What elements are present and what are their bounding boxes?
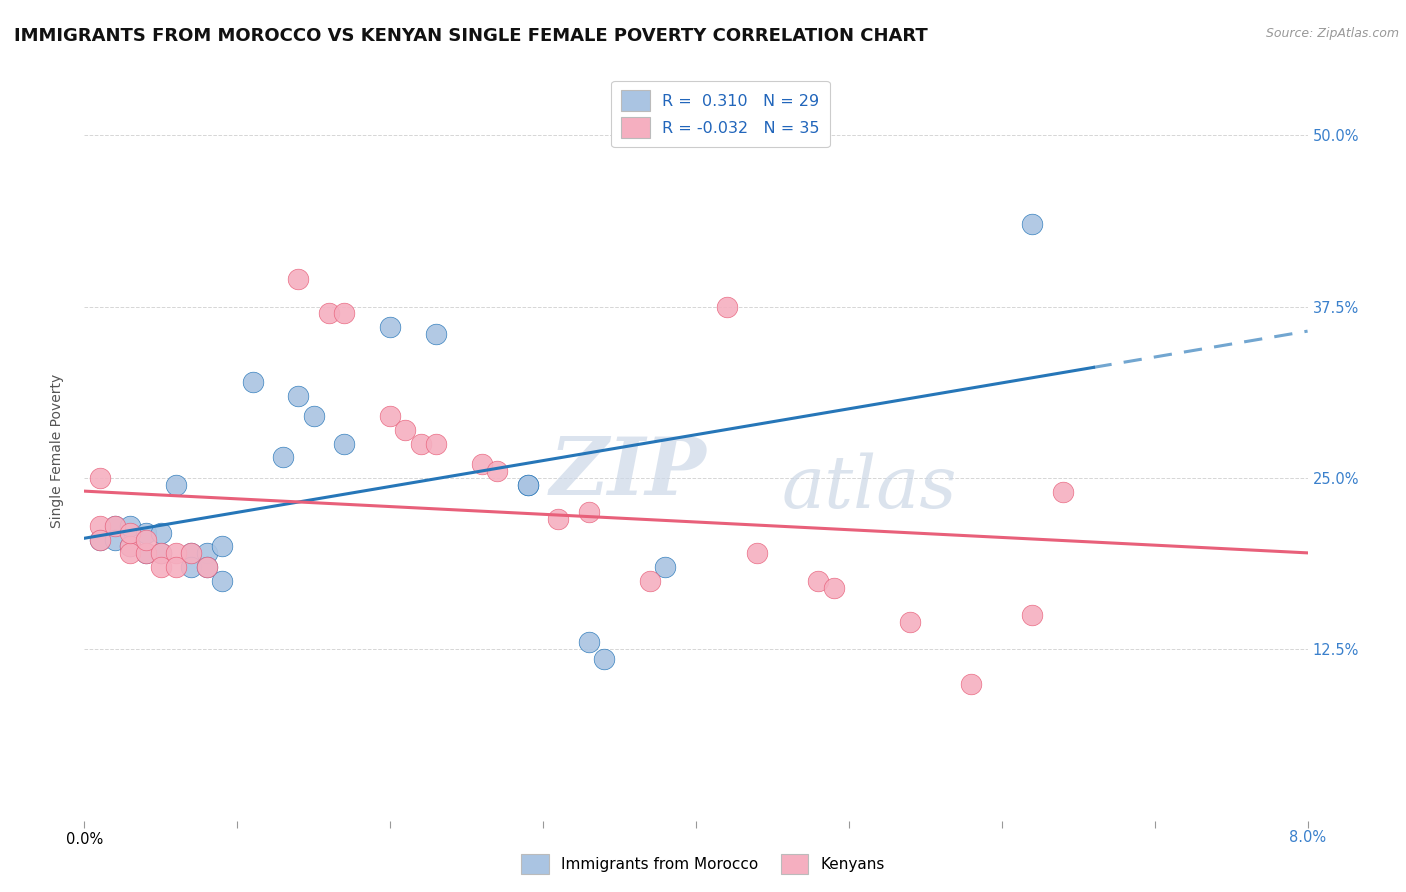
- Point: [120, 525, 142, 540]
- Point: [165, 477, 187, 491]
- Point: [180, 546, 202, 560]
- Point: [180, 546, 202, 560]
- Text: atlas: atlas: [782, 452, 957, 523]
- Point: [135, 546, 157, 560]
- Point: [287, 272, 309, 286]
- Point: [195, 546, 218, 560]
- Point: [149, 525, 172, 540]
- Text: ZIP: ZIP: [550, 434, 706, 511]
- Point: [380, 320, 402, 334]
- Point: [1021, 217, 1043, 231]
- Point: [471, 457, 494, 471]
- Point: [547, 512, 569, 526]
- Point: [516, 477, 538, 491]
- Point: [516, 477, 538, 491]
- Point: [89, 519, 111, 533]
- Point: [578, 505, 600, 519]
- Point: [89, 471, 111, 485]
- Point: [135, 533, 157, 547]
- Point: [898, 615, 921, 629]
- Point: [180, 560, 202, 574]
- Point: [165, 546, 187, 560]
- Point: [380, 409, 402, 424]
- Text: Source: ZipAtlas.com: Source: ZipAtlas.com: [1265, 27, 1399, 40]
- Point: [807, 574, 830, 588]
- Point: [425, 436, 447, 450]
- Point: [271, 450, 294, 465]
- Point: [211, 540, 233, 554]
- Point: [654, 560, 676, 574]
- Point: [195, 560, 218, 574]
- Point: [195, 560, 218, 574]
- Point: [135, 546, 157, 560]
- Point: [287, 389, 309, 403]
- Point: [425, 326, 447, 341]
- Point: [149, 546, 172, 560]
- Point: [823, 581, 845, 595]
- Point: [333, 306, 356, 320]
- Point: [578, 635, 600, 649]
- Point: [716, 300, 738, 314]
- Point: [149, 546, 172, 560]
- Point: [211, 574, 233, 588]
- Point: [242, 375, 264, 389]
- Point: [104, 519, 127, 533]
- Point: [135, 525, 157, 540]
- Point: [486, 464, 509, 478]
- Point: [302, 409, 325, 424]
- Point: [960, 676, 983, 690]
- Point: [638, 574, 661, 588]
- Point: [593, 652, 616, 666]
- Point: [165, 560, 187, 574]
- Point: [104, 519, 127, 533]
- Point: [89, 533, 111, 547]
- Point: [318, 306, 340, 320]
- Point: [1052, 484, 1074, 499]
- Point: [120, 519, 142, 533]
- Point: [394, 423, 416, 437]
- Legend: Immigrants from Morocco, Kenyans: Immigrants from Morocco, Kenyans: [515, 848, 891, 880]
- Point: [120, 540, 142, 554]
- Y-axis label: Single Female Poverty: Single Female Poverty: [49, 374, 63, 527]
- Point: [409, 436, 432, 450]
- Point: [747, 546, 769, 560]
- Point: [120, 540, 142, 554]
- Legend: R =  0.310   N = 29, R = -0.032   N = 35: R = 0.310 N = 29, R = -0.032 N = 35: [612, 81, 830, 147]
- Text: IMMIGRANTS FROM MOROCCO VS KENYAN SINGLE FEMALE POVERTY CORRELATION CHART: IMMIGRANTS FROM MOROCCO VS KENYAN SINGLE…: [14, 27, 928, 45]
- Point: [120, 546, 142, 560]
- Point: [89, 533, 111, 547]
- Text: 8.0%: 8.0%: [1289, 830, 1326, 845]
- Point: [104, 533, 127, 547]
- Point: [333, 436, 356, 450]
- Point: [1021, 607, 1043, 622]
- Point: [149, 560, 172, 574]
